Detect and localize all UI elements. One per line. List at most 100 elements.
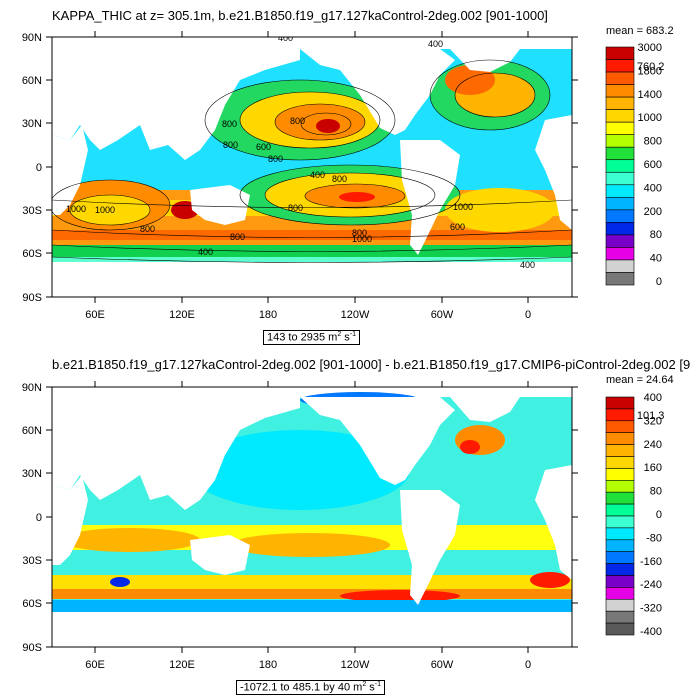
colorbar-swatch — [605, 503, 635, 517]
anomaly-patch — [340, 590, 460, 602]
lat-label: 60N — [22, 75, 42, 87]
colorbar-tick-label: 800 — [644, 136, 662, 148]
colorbar — [605, 396, 635, 636]
gyre — [445, 188, 555, 232]
colorbar-swatch — [605, 563, 635, 576]
colorbar-swatch — [605, 121, 635, 135]
lat-label: 60S — [22, 598, 42, 610]
colorbar-swatch — [605, 247, 635, 261]
lat-label: 60N — [22, 425, 42, 437]
lon-label: 60W — [431, 309, 454, 321]
australia-land — [190, 535, 250, 575]
contour-label: 400 — [278, 33, 293, 43]
panel-title: b.e21.B1850.f19_g17.127kaControl-2deg.00… — [52, 357, 691, 372]
colorbar-tick-label: 240 — [644, 439, 662, 451]
colorbar-swatch — [605, 480, 635, 493]
greenland-land — [450, 397, 520, 422]
colorbar-tick-label: 1000 — [638, 112, 662, 124]
colorbar-tick-label: 40 — [650, 253, 662, 265]
mean-value: mean = 24.64 — [606, 374, 674, 386]
lon-label: 60E — [85, 309, 105, 321]
lon-labels: 60E 120E 180 120W 60W 0 — [85, 309, 531, 321]
colorbar-swatch — [605, 420, 635, 434]
bottom-map-panel: b.e21.B1850.f19_g17.127kaControl-2deg.00… — [0, 350, 700, 700]
axis-ticks — [46, 31, 578, 303]
colorbar-tick-label: 0 — [656, 276, 662, 288]
colorbar-tick-label: 200 — [644, 206, 662, 218]
arctic-ocean — [52, 387, 572, 397]
colorbar-tick-label: 3000 — [638, 42, 662, 54]
anomaly-patch — [190, 430, 410, 510]
map-figure: 400 400 800 600 800 800 800 400 800 1000… — [22, 31, 662, 321]
colorbar-swatch — [605, 71, 635, 85]
colorbar-tick-label: 0 — [656, 509, 662, 521]
colorbar-swatch — [605, 234, 635, 248]
antarctica-land — [52, 612, 572, 647]
lat-labels: 90N 60N 30N 0 30S 60S 90S — [22, 382, 42, 654]
lat-label: 30S — [22, 555, 42, 567]
anomaly-patch — [460, 440, 480, 454]
contour-label: 800 — [332, 174, 347, 184]
anomaly-band — [52, 589, 572, 599]
axis-ticks — [46, 381, 578, 653]
colorbar-swatch — [605, 610, 635, 624]
colorbar-swatch — [605, 599, 635, 612]
colorbar-tick-label: 80 — [650, 486, 662, 498]
colorbar-swatch — [605, 491, 635, 505]
contour-label: 600 — [450, 222, 465, 232]
colorbar-swatch — [605, 109, 635, 123]
lat-label: 90N — [22, 382, 42, 394]
colorbar-swatch — [605, 432, 635, 445]
colorbar-swatch — [605, 587, 635, 600]
contour-label: 1000 — [66, 204, 86, 214]
range-label: 143 to 2935 m2 s-1 — [263, 330, 361, 345]
gyre — [70, 195, 150, 225]
colorbar-swatch — [605, 84, 635, 98]
gyre — [339, 192, 375, 202]
colorbar-tick-label: 80 — [650, 229, 662, 241]
colorbar-swatch — [605, 209, 635, 223]
lat-label: 0 — [36, 512, 42, 524]
colorbar-swatch — [605, 159, 635, 173]
lat-label: 90N — [22, 32, 42, 44]
colorbar-swatch — [605, 527, 635, 541]
contour-label: 1000 — [352, 234, 372, 244]
contour-labels: 400 400 800 600 800 800 800 400 800 1000… — [66, 33, 535, 270]
arctic-ocean — [52, 37, 572, 49]
north-america-land — [300, 397, 455, 485]
anomaly-band — [52, 575, 572, 589]
lat-label: 60S — [22, 248, 42, 260]
eurasia-land — [52, 397, 300, 510]
map-field — [52, 387, 572, 647]
contour-label: 1000 — [95, 205, 115, 215]
land-masses — [52, 397, 572, 647]
colorbar-tick-label: -400 — [640, 626, 662, 638]
colorbar-swatch — [605, 134, 635, 148]
colorbar-swatch — [605, 575, 635, 588]
colorbar-tick-label: 320 — [644, 415, 662, 427]
lat-labels: 90N 60N 30N 0 30S 60S 90S — [22, 32, 42, 304]
mean-value: mean = 683.2 — [606, 25, 674, 37]
australia-land — [190, 185, 250, 225]
colorbar-tick-label: -160 — [640, 556, 662, 568]
lon-label: 0 — [525, 659, 531, 671]
colorbar-swatch — [605, 622, 635, 636]
map-figure: 90N 60N 30N 0 30S 60S 90S 60E 120E 180 1… — [22, 381, 662, 671]
contour-label: 400 — [520, 260, 535, 270]
colorbar-swatch — [605, 444, 635, 457]
lon-label: 60W — [431, 659, 454, 671]
eurasia-land — [52, 49, 300, 160]
colorbar-tick-label: -240 — [640, 579, 662, 591]
colorbar-swatch — [605, 59, 635, 73]
lat-label: 0 — [36, 162, 42, 174]
colorbar-tick-label: 400 — [644, 182, 662, 194]
colorbar-swatch — [605, 46, 635, 60]
lon-label: 180 — [259, 659, 277, 671]
africa-land — [52, 125, 88, 215]
lat-label: 90S — [22, 642, 42, 654]
anomaly-patch — [530, 572, 570, 588]
north-america-land — [300, 49, 455, 135]
contour-label: 600 — [256, 142, 271, 152]
colorbar-tick-label: 1800 — [638, 65, 662, 77]
